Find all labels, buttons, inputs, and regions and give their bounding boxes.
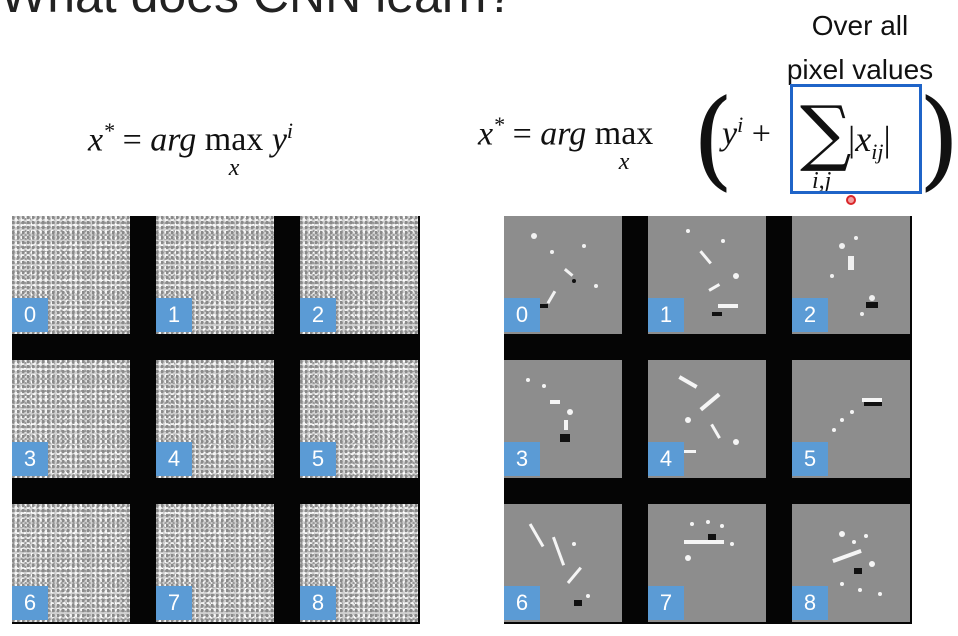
left-tile-label: 7 xyxy=(156,586,192,620)
pattern-7 xyxy=(684,520,734,561)
left-tile-6: 6 xyxy=(12,504,130,622)
caption-line-1: Over all xyxy=(811,10,909,41)
left-tile-label: 6 xyxy=(12,586,48,620)
eq-left-y: y xyxy=(271,121,287,159)
sum-symbol: ∑ xyxy=(800,90,852,174)
right-tile-4: 4 xyxy=(648,360,766,478)
pattern-8 xyxy=(832,531,882,596)
pattern-1 xyxy=(686,229,739,316)
left-tile-0: 0 xyxy=(12,216,130,334)
left-tile-label: 1 xyxy=(156,298,192,332)
pointer-cursor xyxy=(846,195,856,205)
caption-line-2: pixel values xyxy=(786,54,934,85)
right-image-grid: 0 1 2 3 4 5 6 7 8 xyxy=(504,216,912,624)
eq-left-max: max x xyxy=(204,121,264,182)
right-tile-label: 6 xyxy=(504,586,540,620)
left-tile-label: 5 xyxy=(300,442,336,476)
eq-right-arg: arg xyxy=(540,115,587,153)
abs-sub: ij xyxy=(871,139,884,165)
abs-x: x xyxy=(855,119,872,159)
eq-right-y-sup: i xyxy=(737,112,744,137)
right-tile-label: 5 xyxy=(792,442,828,476)
right-paren: ) xyxy=(918,77,958,202)
right-tile-6: 6 xyxy=(504,504,622,622)
eq-left-y-sup: i xyxy=(286,118,294,143)
abs-term: |xij| xyxy=(848,119,891,165)
sum-highlight-box xyxy=(790,84,922,194)
pattern-3 xyxy=(526,378,573,442)
left-tile-8: 8 xyxy=(300,504,418,622)
left-tile-label: 0 xyxy=(12,298,48,332)
left-tile-2: 2 xyxy=(300,216,418,334)
left-paren: ( xyxy=(692,77,735,202)
left-image-grid: 0 1 2 3 4 5 6 7 8 xyxy=(12,216,420,624)
eq-left-star: * xyxy=(103,118,115,143)
eq-left-equals: = xyxy=(122,121,142,159)
right-tile-label: 7 xyxy=(648,586,684,620)
right-tile-3: 3 xyxy=(504,360,622,478)
right-tile-7: 7 xyxy=(648,504,766,622)
right-tile-2: 2 xyxy=(792,216,910,334)
eq-right-plus: + xyxy=(751,115,771,153)
left-tile-label: 8 xyxy=(300,586,336,620)
right-tile-label: 3 xyxy=(504,442,540,476)
eq-right-y-term: yi + xyxy=(722,112,771,153)
left-tile-5: 5 xyxy=(300,360,418,478)
eq-left-arg: arg xyxy=(150,121,197,159)
pattern-0 xyxy=(531,233,598,308)
left-tile-1: 1 xyxy=(156,216,274,334)
eq-right-max: max x xyxy=(594,115,654,176)
eq-right-max-sub: x xyxy=(618,149,630,176)
left-tile-label: 4 xyxy=(156,442,192,476)
eq-right-y: y xyxy=(722,115,738,153)
right-tile-label: 0 xyxy=(504,298,540,332)
sum-subscript: i,j xyxy=(812,168,832,194)
right-tile-label: 1 xyxy=(648,298,684,332)
equation-right: x* = arg max x xyxy=(478,112,654,176)
equation-left: x* = arg max x yi xyxy=(88,118,294,182)
eq-right-star: * xyxy=(493,112,505,137)
eq-right-equals: = xyxy=(512,115,532,153)
right-tile-5: 5 xyxy=(792,360,910,478)
right-tile-0: 0 xyxy=(504,216,622,334)
left-tile-label: 3 xyxy=(12,442,48,476)
pattern-2 xyxy=(830,236,878,316)
pattern-4 xyxy=(678,375,739,453)
eq-left-max-sub: x xyxy=(228,155,240,182)
sum-caption: Over all pixel values xyxy=(760,4,958,92)
right-tile-label: 4 xyxy=(648,442,684,476)
pattern-5 xyxy=(832,398,882,432)
right-tile-1: 1 xyxy=(648,216,766,334)
pattern-6 xyxy=(528,523,590,606)
eq-right-lhs: x xyxy=(478,115,494,153)
left-tile-7: 7 xyxy=(156,504,274,622)
left-tile-3: 3 xyxy=(12,360,130,478)
right-tile-label: 2 xyxy=(792,298,828,332)
right-tile-8: 8 xyxy=(792,504,910,622)
left-tile-4: 4 xyxy=(156,360,274,478)
slide-title: What does CNN learn? xyxy=(0,0,514,20)
right-tile-label: 8 xyxy=(792,586,828,620)
eq-left-lhs: x xyxy=(88,121,104,159)
left-tile-label: 2 xyxy=(300,298,336,332)
